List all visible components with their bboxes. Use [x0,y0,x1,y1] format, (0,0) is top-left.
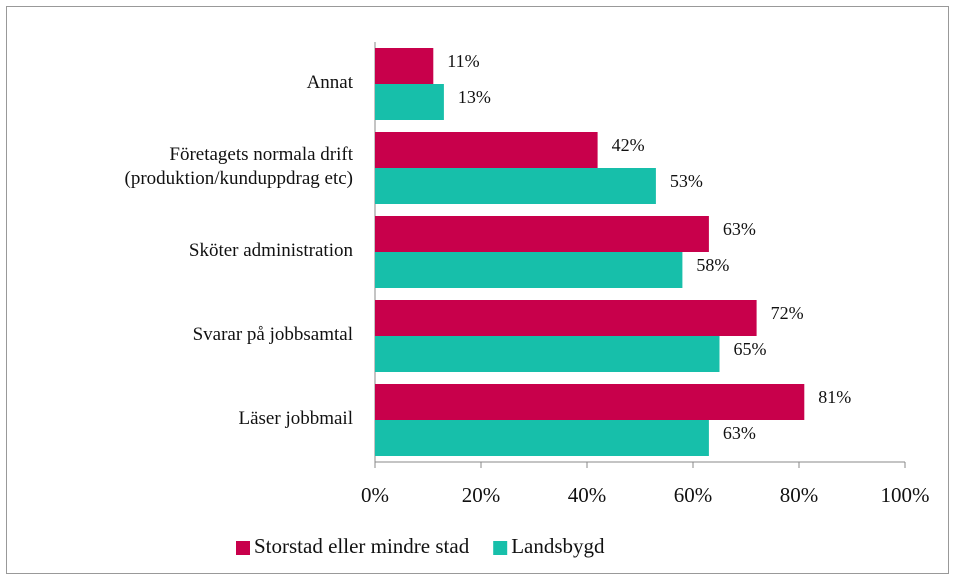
bar [375,168,656,204]
bar [375,336,720,372]
value-label: 58% [696,255,729,275]
y-tick-label: Svarar på jobbsamtal [193,324,353,345]
value-label: 65% [734,339,767,359]
bar [375,252,683,288]
bar [375,48,434,84]
y-tick-label: Företagets normala drift (produktion/kund… [125,144,354,189]
value-label: 72% [771,303,804,323]
value-label: 63% [723,219,756,239]
x-tick-label: 40% [568,483,607,507]
value-label: 63% [723,423,756,443]
bar [375,84,444,120]
legend-swatch [493,541,508,555]
y-tick-label: Annat [307,72,354,93]
legend-label: Landsbygd [511,534,605,558]
legend-label: Storstad eller mindre stad [254,534,470,558]
x-tick-label: 20% [462,483,501,507]
value-label: 13% [458,87,491,107]
value-label: 11% [447,51,479,71]
legend-swatch [236,541,250,555]
value-label: 81% [818,387,851,407]
bar [375,216,709,252]
value-label: 42% [612,135,645,155]
bar [375,132,598,168]
x-tick-label: 60% [674,483,713,507]
y-tick-label: Sköter administration [189,240,354,261]
bar [375,420,709,456]
x-tick-label: 0% [361,483,389,507]
chart-border [6,6,949,574]
y-tick-label: Läser jobbmail [239,408,354,429]
x-tick-label: 100% [881,483,930,507]
bar [375,384,805,420]
bar [375,300,757,336]
value-label: 53% [670,171,703,191]
x-tick-label: 80% [780,483,819,507]
